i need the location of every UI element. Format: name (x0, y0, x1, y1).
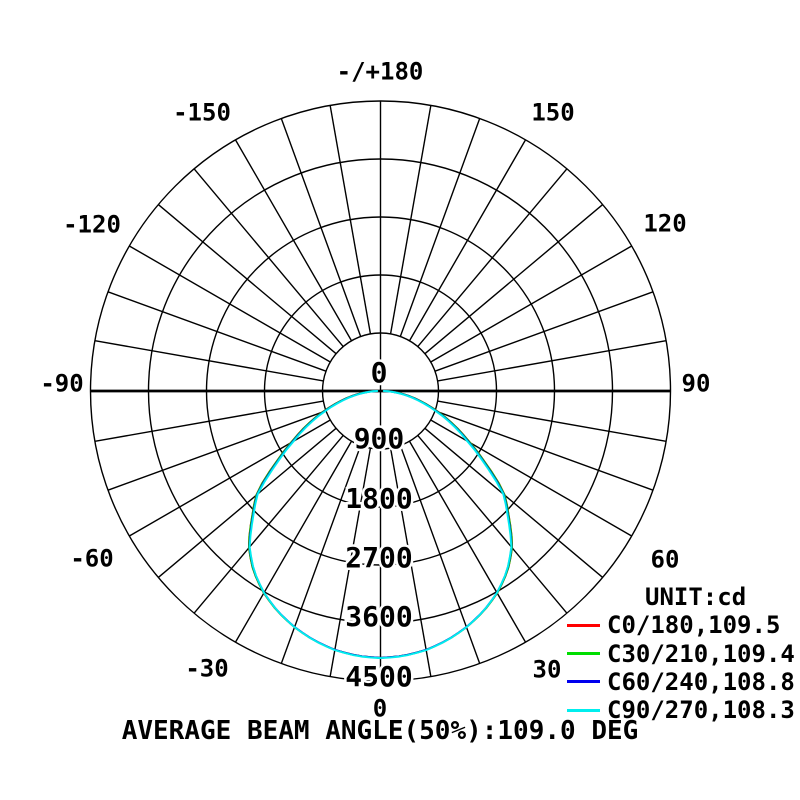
grid-spoke (129, 245, 331, 363)
grid-spoke (434, 410, 654, 491)
angle-label-0: 0 (373, 694, 387, 722)
grid-spoke (107, 410, 327, 491)
grid-spoke (389, 105, 432, 335)
grid-spoke (129, 419, 331, 537)
legend-unit-label: UNIT:cd (645, 583, 747, 611)
average-beam-angle-caption: AVERAGE BEAM ANGLE(50%):109.0 DEG (121, 716, 639, 746)
grid-spoke (234, 440, 353, 643)
angle-label-150: 150 (531, 98, 574, 126)
radial-tick-label-900: 900 (354, 422, 405, 455)
legend-swatch-line (567, 652, 600, 656)
grid-spoke (437, 339, 667, 382)
grid-spoke (434, 291, 654, 372)
grid-spoke (389, 447, 432, 677)
angle-label-30: 30 (533, 655, 562, 683)
angle-label--150: -150 (173, 98, 231, 126)
legend-swatch-line (567, 708, 600, 712)
radial-tick-label-1800: 1800 (345, 482, 412, 515)
legend-swatch-line (567, 623, 600, 627)
grid-spoke (234, 139, 353, 342)
legend-entry: C0/180,109.5 (565, 611, 800, 639)
legend-swatch-line (567, 680, 600, 684)
grid-spoke (408, 440, 527, 643)
legend-entry: C90/270,108.3 (565, 696, 800, 724)
grid-spoke (107, 291, 327, 372)
angle-label--30: -30 (185, 654, 228, 682)
radial-tick-label-3600: 3600 (345, 600, 412, 633)
grid-spoke (399, 118, 481, 337)
grid-spoke (329, 105, 372, 335)
legend-entry-label: C90/270,108.3 (607, 696, 795, 725)
radial-tick-label-2700: 2700 (345, 541, 412, 574)
grid-spoke (430, 419, 632, 537)
legend-entry-label: C0/180,109.5 (607, 611, 781, 640)
grid-spoke (417, 168, 568, 348)
grid-spoke (329, 447, 372, 677)
grid-spoke (417, 434, 568, 614)
grid-spoke (157, 427, 337, 578)
grid-spoke (193, 168, 344, 348)
radial-tick-label-0: 0 (371, 356, 388, 389)
grid-spoke (408, 139, 527, 342)
angle-label-180: -/+180 (337, 57, 424, 85)
grid-spoke (157, 204, 337, 355)
grid-spoke (437, 400, 667, 443)
legend-rows: C0/180,109.5 C30/210,109.4 C60/240,108.8 C9… (565, 611, 800, 725)
angle-label--90: -90 (40, 369, 83, 397)
grid-spoke (280, 118, 362, 337)
angle-label--120: -120 (63, 210, 121, 238)
grid-spoke (94, 400, 324, 443)
grid-spoke (94, 339, 324, 382)
legend-entry: C60/240,108.8 (565, 668, 800, 696)
angle-label-120: 120 (643, 209, 686, 237)
legend-entry: C30/210,109.4 (565, 639, 800, 668)
grid-spoke (193, 434, 344, 614)
legend-entry-label: C60/240,108.8 (607, 667, 795, 696)
radial-tick-label-4500: 4500 (345, 660, 412, 693)
legend-entry-label: C30/210,109.4 (607, 639, 795, 668)
intensity-curve-C90-270 (248, 390, 513, 660)
angle-label-90: 90 (682, 369, 711, 397)
grid-spoke (424, 204, 604, 355)
angle-label--60: -60 (70, 544, 113, 572)
grid-spoke (430, 245, 632, 363)
grid-spoke (424, 427, 604, 578)
legend: UNIT:cd C0/180,109.5 C30/210,109.4 C60/240… (565, 584, 800, 725)
angle-label-60: 60 (651, 545, 680, 573)
